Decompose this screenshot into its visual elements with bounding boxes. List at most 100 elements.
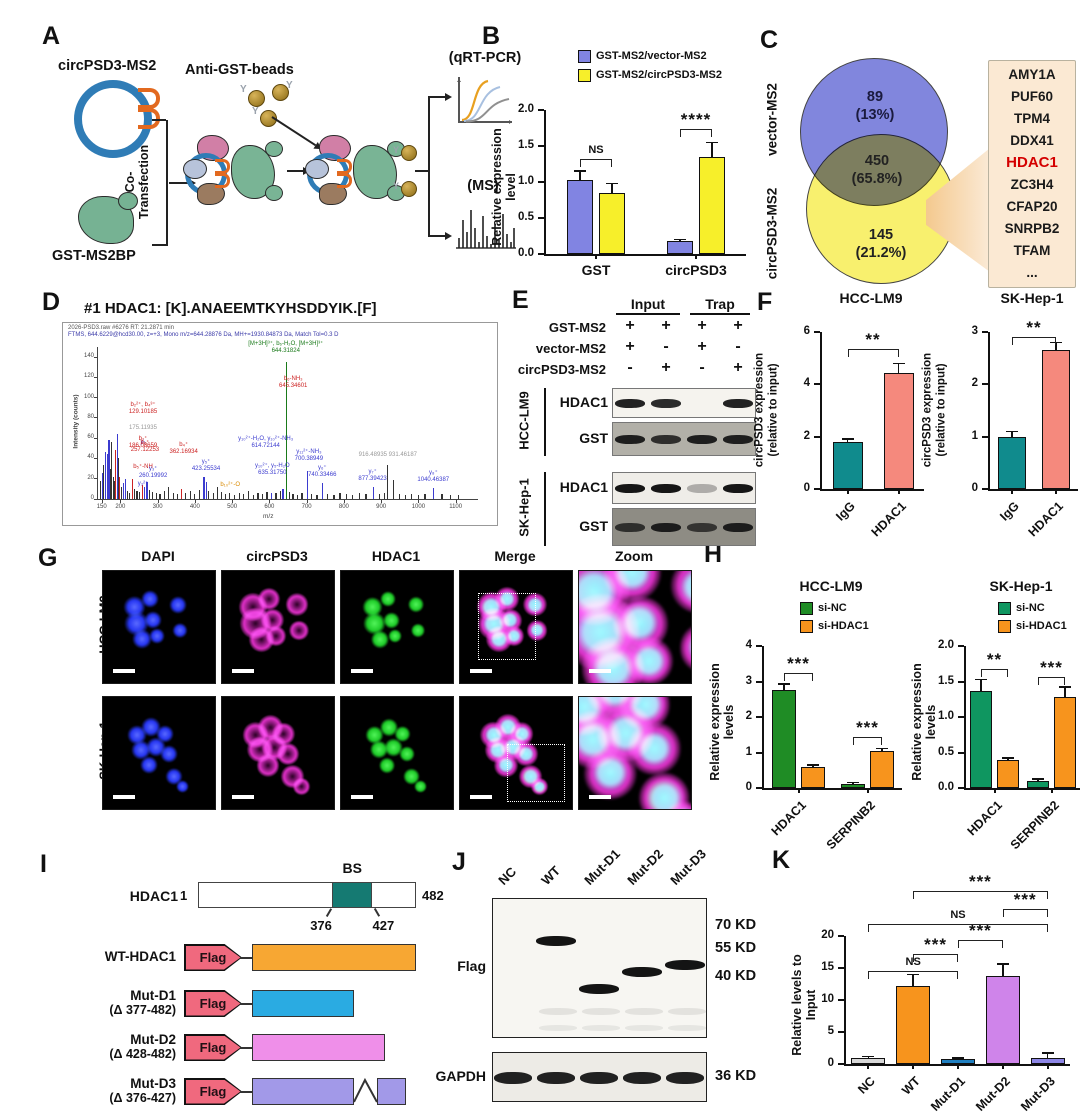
blot-band (723, 399, 753, 408)
blot-band (493, 1072, 532, 1084)
y-tick-label: 2 (803, 429, 810, 442)
y-tick-label: 0 (90, 495, 94, 501)
spectrum-peak (163, 490, 165, 499)
y-tick-label: 0 (803, 482, 810, 494)
y-tick-label: 0 (827, 1057, 834, 1069)
y-tick (94, 417, 98, 419)
condition-row-label: vector-MS2 (535, 341, 606, 356)
spectrum-peak (398, 493, 400, 499)
y-tick-label: 20 (821, 929, 834, 941)
spectrum-peak (449, 494, 451, 499)
spectrum-peak (185, 492, 187, 499)
protein-list-item: DDX41 (1010, 133, 1054, 148)
cell-blob (378, 757, 396, 774)
ms-mini-chart (452, 198, 518, 252)
legend-label: GST-MS2/vector-MS2 (596, 50, 707, 62)
y-tick-label: 5 (827, 1025, 834, 1037)
panel-label-G: G (38, 544, 58, 572)
legend-label: si-HDAC1 (818, 620, 869, 632)
peak-annotation: b₆-NH₃ 645.34601 (248, 376, 338, 390)
scale-bar (351, 794, 374, 799)
construct-name: Mut-D1 (130, 988, 176, 1003)
spectrum-peak (205, 481, 207, 499)
spectrum-peak (212, 492, 214, 499)
spectrum-peak (316, 494, 318, 499)
cell-blob (265, 626, 286, 646)
spectrum-peak (311, 493, 313, 499)
spectrum-peak (257, 492, 259, 499)
sig-label: *** (1013, 890, 1037, 910)
construct-name: WT-HDAC1 (104, 949, 176, 964)
error-bar-line (852, 782, 854, 785)
venn-bottom-circle-label: circPSD3-MS2 (764, 187, 780, 280)
error-bar-line (611, 183, 613, 193)
branch-line (428, 97, 430, 237)
blot-box (612, 422, 756, 456)
gst-construct-label: GST-MS2BP (52, 248, 136, 264)
blot-box (612, 388, 756, 418)
y-tick (814, 435, 820, 438)
marker-label: 55 KD (715, 940, 757, 957)
spectrum-peak (243, 493, 245, 499)
spectrum-peak (138, 491, 141, 499)
blot-target-label: GST (579, 430, 608, 446)
cell-blob (506, 628, 521, 643)
blot-band (651, 523, 681, 532)
ms2-hairpin-icon (215, 173, 230, 188)
cell-blob (132, 629, 153, 650)
spectrum-peak (146, 481, 148, 499)
marker-label: 40 KD (715, 968, 757, 985)
sig-bracket (784, 672, 813, 681)
spectrum-peak (129, 492, 131, 499)
condition-sign: - (663, 338, 669, 355)
peak-annotation-line: y₈⁺ (428, 469, 438, 476)
ms2-hairpin-icon (337, 173, 352, 188)
ylabel-line: (relative to input) (767, 362, 779, 457)
blot-band (651, 435, 681, 444)
sig-label: *** (968, 920, 992, 940)
cell-blob (646, 780, 683, 809)
ms2-hairpin-icon (215, 159, 230, 174)
venn-top-count: 89 (13%) (838, 88, 912, 124)
sig-label: **** (680, 109, 712, 129)
chart-plot-area: 0 5 10 15 20 NC WT Mut-D1 Mut-D2 Mut-D3 NS *** *** NS… (821, 872, 1070, 1114)
bar (997, 759, 1019, 788)
flag-connector (240, 1047, 252, 1049)
blot-target-label: HDAC1 (559, 394, 608, 410)
antibody-icon: Y (286, 80, 293, 91)
peak-annotation: b₂²⁺, b₄³⁺ 129.10185 (98, 402, 188, 416)
flag-tag: Flag (184, 944, 242, 971)
error-bar-cap (1050, 341, 1062, 344)
spectrum-peak (266, 491, 268, 499)
spectrum-peak (116, 434, 118, 499)
x-tick-label: 1100 (449, 504, 463, 510)
bar-chart-rip-skhep1: SK-Hep-1 circPSD3 expression (relative to … (921, 290, 1080, 545)
spectrum-peak (387, 464, 389, 499)
error-bar-cap (674, 238, 686, 241)
condition-sign: + (733, 317, 743, 334)
spectrum-peak (233, 494, 236, 499)
peak-annotation-line: 129.10185 (128, 408, 158, 415)
panel-label-B: B (482, 22, 501, 50)
y-tick (814, 383, 820, 386)
error-bar-cap (1059, 686, 1071, 688)
venn-bottom-count: 145 (21.2%) (842, 226, 920, 262)
x-tick (194, 499, 196, 503)
panel-label-A: A (42, 22, 61, 50)
gst-protein-bump (118, 192, 138, 210)
y-tick (982, 435, 988, 438)
spectrum-peak (457, 494, 459, 499)
ms2-hairpin-icon (337, 159, 352, 174)
y-tick (838, 967, 844, 969)
spectrum-peak (392, 479, 394, 499)
y-tick (814, 331, 820, 333)
construct-bar (252, 990, 354, 1017)
x-tick (306, 499, 308, 503)
x-tick-label: 300 (152, 504, 163, 510)
construct-name: Mut-D3 (130, 1076, 176, 1091)
x-group-tick (1001, 1064, 1004, 1069)
spectrum-peak (275, 492, 277, 499)
peak-annotation-line: b₄⁺ (179, 442, 189, 449)
cell-blob (370, 630, 390, 649)
schematic-end-label: 482 (422, 888, 444, 903)
